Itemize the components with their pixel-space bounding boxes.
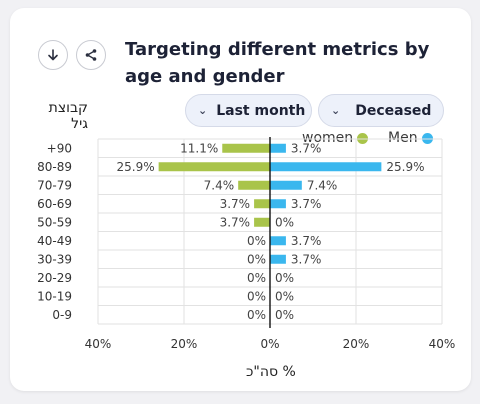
period-filter-label: Last month (216, 102, 306, 119)
data-label-women: 7.4% (204, 178, 235, 192)
data-label-men: 7.4% (307, 178, 338, 192)
data-label-women: 0% (247, 271, 266, 285)
legend-men-swatch (421, 132, 433, 144)
y-tick-label: 40-49 (37, 234, 72, 248)
legend-women-swatch (357, 132, 369, 144)
data-label-men: 0% (275, 215, 294, 229)
period-filter[interactable]: ⌄ Last month (185, 94, 312, 127)
download-icon (48, 49, 58, 61)
x-tick-label: 40% (429, 337, 456, 351)
data-label-women: 25.9% (117, 160, 155, 174)
chart-card: Targeting different metrics by age and g… (10, 8, 471, 391)
page-title: Targeting different metrics by age and g… (125, 39, 430, 87)
y-tick-label: 10-19 (37, 289, 72, 303)
legend-men-label: Men (388, 130, 418, 146)
bar-men (270, 180, 302, 190)
data-label-men: 3.7% (291, 234, 322, 248)
data-label-women: 3.7% (220, 215, 251, 229)
y-axis-title: קבוצת גיל (48, 100, 88, 132)
bar-men (270, 143, 286, 153)
x-tick-label: 0% (260, 337, 279, 351)
x-tick-label: 20% (171, 337, 198, 351)
legend-women: women (302, 130, 369, 146)
data-label-women: 0% (247, 252, 266, 266)
y-tick-label: 30-39 (37, 252, 72, 266)
metric-filter-label: Deceased (355, 102, 432, 119)
data-label-men: 0% (275, 289, 294, 303)
bar-women (158, 162, 270, 172)
legend-women-label: women (302, 130, 354, 146)
y-tick-label: 80-89 (37, 160, 72, 174)
legend-men: Men (388, 130, 433, 146)
data-label-men: 0% (275, 271, 294, 285)
bar-men (270, 236, 286, 246)
data-label-men: 3.7% (291, 252, 322, 266)
data-label-men: 0% (275, 308, 294, 322)
pyramid-chart: 40% 20% 0% 20% 40% +90 11.1% 3.7% 80-89 25.9% 25.9… (37, 137, 456, 351)
bar-men (270, 162, 382, 172)
data-label-women: 11.1% (180, 141, 218, 155)
data-label-men: 3.7% (291, 141, 322, 155)
data-label-women: 3.7% (220, 197, 251, 211)
bar-women (238, 180, 270, 190)
y-tick-label: 20-29 (37, 271, 72, 285)
bar-women (222, 143, 270, 153)
bar-women (254, 199, 270, 209)
chevron-down-icon: ⌄ (331, 104, 341, 117)
share-icon (85, 49, 97, 61)
y-tick-label: 50-59 (37, 215, 72, 229)
data-label-women: 0% (247, 308, 266, 322)
y-tick-label: 70-79 (37, 178, 72, 192)
data-label-women: 0% (247, 289, 266, 303)
download-button[interactable] (38, 40, 68, 70)
data-label-women: 0% (247, 234, 266, 248)
data-label-men: 3.7% (291, 197, 322, 211)
x-tick-label: 40% (85, 337, 112, 351)
bar-women (254, 217, 270, 227)
y-tick-label: 0-9 (52, 308, 72, 322)
bar-men (270, 254, 286, 264)
x-axis-title: % סה"כ (246, 364, 296, 380)
chevron-down-icon: ⌄ (198, 104, 208, 117)
y-tick-label: 60-69 (37, 197, 72, 211)
share-button[interactable] (76, 40, 106, 70)
data-label-men: 25.9% (386, 160, 424, 174)
x-tick-label: 20% (343, 337, 370, 351)
y-tick-label: +90 (47, 141, 72, 155)
bar-men (270, 199, 286, 209)
metric-filter[interactable]: ⌄ Deceased (318, 94, 444, 127)
